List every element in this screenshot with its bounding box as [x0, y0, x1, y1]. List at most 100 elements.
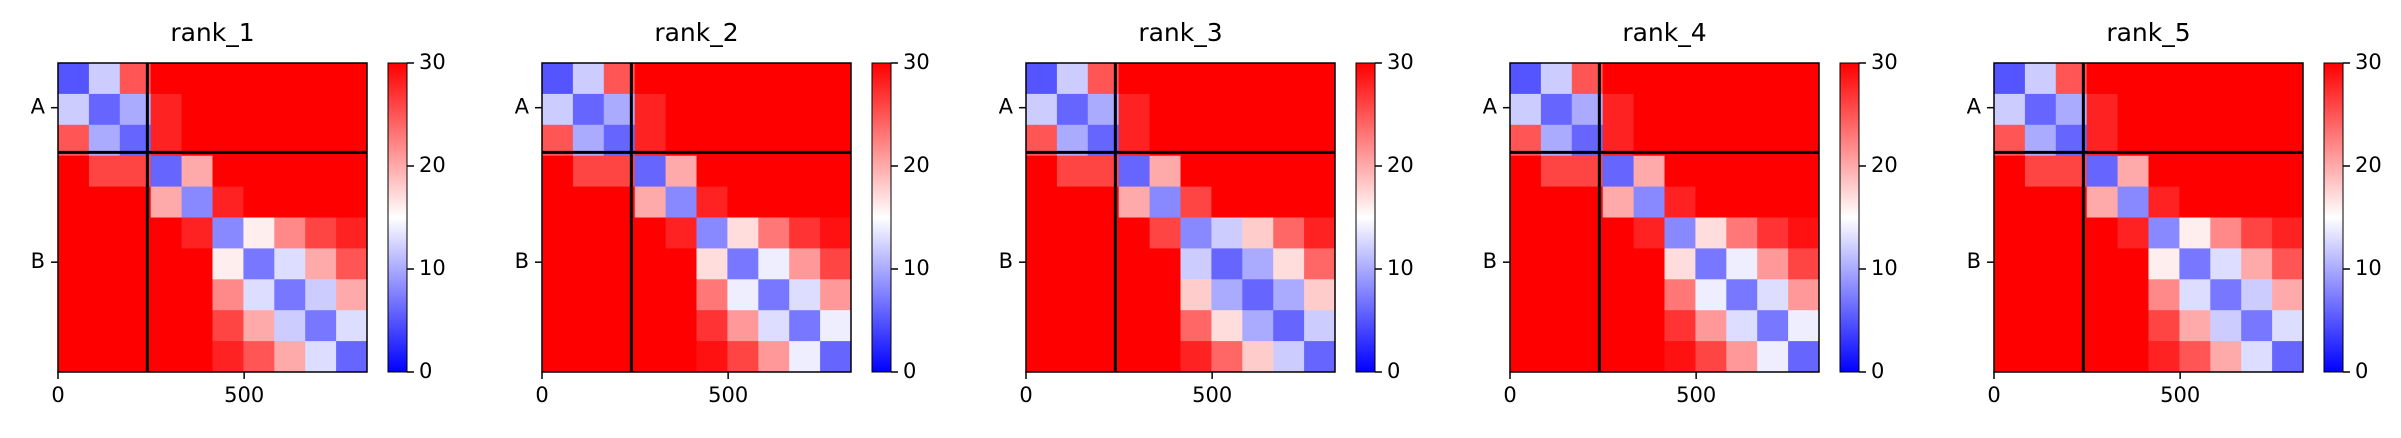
heatmap-cell: [88, 155, 121, 188]
plot-frame: [1509, 62, 1820, 373]
heatmap-cell: [2086, 217, 2119, 249]
heatmap-cell: [1757, 63, 1789, 95]
heatmap-cell: [2210, 217, 2242, 249]
x-tick-label: 500: [224, 383, 264, 407]
x-tick-label: 0: [51, 383, 64, 407]
heatmap-cell: [1118, 310, 1151, 342]
heatmap-cell: [665, 155, 697, 188]
heatmap-cell: [727, 310, 759, 342]
heatmap-cell: [727, 217, 759, 249]
heatmap-cell: [1026, 93, 1058, 126]
heatmap-cell: [1633, 155, 1665, 188]
heatmap-cell: [2272, 279, 2304, 311]
y-tick-label: B: [999, 249, 1013, 273]
heatmap-cell: [1026, 155, 1058, 188]
colorbar-tick-label: 10: [1871, 256, 1898, 280]
heatmap-cell: [665, 248, 697, 280]
heatmap-cell: [665, 310, 697, 342]
heatmap-cell: [1118, 186, 1151, 218]
heatmap-cell: [336, 217, 368, 249]
heatmap-cell: [2148, 279, 2180, 311]
heatmap-cell: [1149, 310, 1181, 342]
heatmap-cell: [2179, 93, 2211, 126]
heatmap-cell: [2117, 63, 2149, 95]
colorbar-tick-label: 30: [2355, 50, 2382, 74]
heatmap-cell: [696, 63, 728, 95]
heatmap-cell: [1026, 217, 1058, 249]
heatmap-cell: [572, 63, 605, 95]
colorbar-tick-label: 10: [903, 256, 930, 280]
heatmap-cell: [634, 248, 667, 280]
heatmap-cell: [1695, 93, 1727, 126]
x-tick-label: 0: [1987, 383, 2000, 407]
x-tick-label: 500: [708, 383, 748, 407]
heatmap-cell: [305, 93, 337, 126]
heatmap-cell: [789, 155, 821, 188]
heatmap-cell: [181, 63, 213, 95]
heatmap-cell: [1211, 217, 1243, 249]
heatmap-cell: [820, 341, 852, 373]
heatmap-cell: [2210, 63, 2242, 95]
heatmap-cell: [1056, 186, 1089, 218]
heatmap-cell: [1149, 248, 1181, 280]
heatmap-cell: [1211, 248, 1243, 280]
heatmap-cell: [181, 155, 213, 188]
heatmap-cell: [2210, 341, 2242, 373]
heatmap-cell: [1633, 63, 1665, 95]
heatmap-cell: [1602, 248, 1635, 280]
heatmap-cell: [1633, 341, 1665, 373]
heatmap-cell: [1602, 279, 1635, 311]
heatmap-cell: [1211, 310, 1243, 342]
heatmap-cell: [305, 186, 337, 218]
heatmap-cell: [789, 341, 821, 373]
heatmap-cell: [542, 155, 574, 188]
heatmap-cell: [1180, 155, 1212, 188]
heatmap-cell: [336, 341, 368, 373]
heatmap-cell: [58, 155, 90, 188]
heatmap-cell: [1242, 341, 1274, 373]
heatmap-cell: [58, 63, 90, 95]
heatmap-cell: [58, 217, 90, 249]
heatmap-cell: [1540, 341, 1573, 373]
plot-frame: [541, 62, 852, 373]
heatmap-cell: [1026, 341, 1058, 373]
heatmap-cell: [181, 341, 213, 373]
heatmap-cell: [2117, 310, 2149, 342]
heatmap-cell: [2179, 341, 2211, 373]
heatmap-cell: [2179, 279, 2211, 311]
heatmap-cell: [2148, 186, 2180, 218]
heatmap-cell: [820, 248, 852, 280]
y-tick-label: A: [1483, 95, 1498, 119]
heatmap-cell: [243, 186, 275, 218]
heatmap-cell: [181, 93, 213, 126]
heatmap-cell: [2272, 155, 2304, 188]
heatmap-cell: [88, 341, 121, 373]
heatmap-cell: [2272, 93, 2304, 126]
heatmap-cell: [1788, 63, 1820, 95]
heatmap-cell: [1994, 279, 2026, 311]
heatmap-cell: [1149, 93, 1181, 126]
chart-title: rank_1: [170, 18, 254, 47]
heatmap-cell: [634, 341, 667, 373]
x-tick-label: 500: [1676, 383, 1716, 407]
heatmap-cell: [1510, 155, 1542, 188]
heatmap-cell: [1757, 310, 1789, 342]
heatmap-cell: [665, 217, 697, 249]
heatmap-cell: [1994, 248, 2026, 280]
heatmap-cell: [789, 248, 821, 280]
heatmap-cell: [1118, 217, 1151, 249]
heatmap-cell: [727, 63, 759, 95]
heatmap-cell: [1757, 341, 1789, 373]
heatmap-cell: [1273, 248, 1305, 280]
colorbar: [871, 62, 892, 373]
heatmap-cell: [1118, 93, 1151, 126]
heatmap-cell: [1056, 341, 1089, 373]
heatmap-cell: [1726, 63, 1758, 95]
heatmap-cell: [820, 186, 852, 218]
heatmap-cell: [1664, 341, 1696, 373]
colorbar-tick-label: 10: [419, 256, 446, 280]
heatmap-cell: [1056, 217, 1089, 249]
heatmap-cell: [1602, 341, 1635, 373]
heatmap-cell: [820, 217, 852, 249]
heatmap-cell: [1180, 279, 1212, 311]
